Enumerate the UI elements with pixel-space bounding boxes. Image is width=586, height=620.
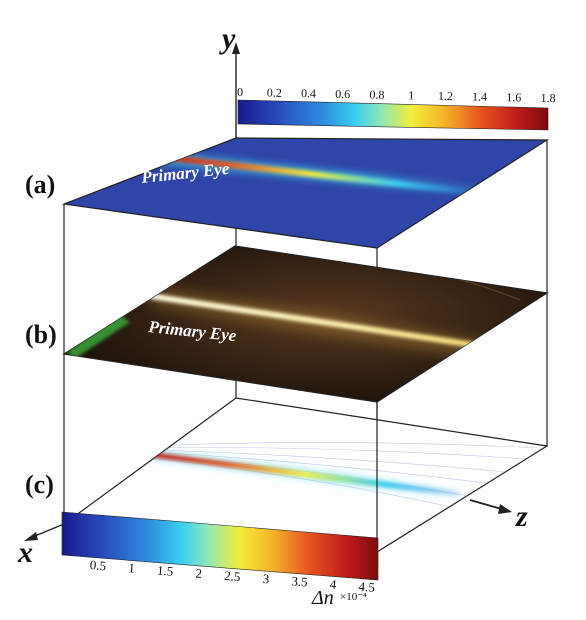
y-axis <box>232 42 240 138</box>
bottom-colorbar <box>61 511 379 581</box>
y-axis-label: y <box>219 22 236 55</box>
top-colorbar-tick: 1 <box>408 88 414 102</box>
x-axis-label: x <box>17 536 33 569</box>
panel-label-a: (a) <box>25 170 55 199</box>
z-axis <box>469 499 512 514</box>
bottom-colorbar-tick: 4.5 <box>358 579 375 595</box>
top-colorbar <box>237 99 549 131</box>
bottom-colorbar-tick: 3.5 <box>291 573 308 589</box>
bottom-colorbar-tick: 1.5 <box>156 562 173 578</box>
top-colorbar-tick: 1.2 <box>438 89 453 103</box>
bottom-colorbar-tick: 2.5 <box>224 568 241 584</box>
bottom-colorbar-tick: 0.5 <box>89 557 106 573</box>
top-colorbar-tick: 0.6 <box>335 87 350 101</box>
plane-a <box>61 137 550 249</box>
x-axis <box>24 523 65 541</box>
top-colorbar-tick: 0.8 <box>369 88 384 102</box>
bottom-colorbar-tick: 1 <box>128 560 136 575</box>
top-colorbar-tick: 1.8 <box>540 91 555 105</box>
delta-n-unit: ×10⁻⁴ <box>340 591 367 603</box>
bottom-colorbar-tick: 4 <box>329 576 337 592</box>
panel-label-c: (c) <box>25 470 54 499</box>
bottom-colorbar-ticks: 0.5 1 1.5 2 2.5 3 3.5 4 4.5 <box>89 557 375 595</box>
top-colorbar-tick: 0 <box>237 85 243 99</box>
top-colorbar-tick: 1.6 <box>506 90 521 104</box>
plane-b <box>62 245 549 403</box>
top-colorbar-tick: 0.4 <box>301 86 316 100</box>
delta-n-label: Δn <box>311 587 334 609</box>
z-axis-label: z <box>515 500 528 533</box>
top-colorbar-ticks: 0 0.2 0.4 0.6 0.8 1 1.2 1.4 1.6 1.8 <box>237 85 556 105</box>
bottom-colorbar-tick: 2 <box>195 566 203 581</box>
bottom-colorbar-unit-label: Δn ×10⁻⁴ <box>311 587 367 609</box>
panel-label-b: (b) <box>25 320 57 349</box>
top-colorbar-tick: 1.4 <box>472 90 487 104</box>
top-colorbar-tick: 0.2 <box>267 86 282 100</box>
bottom-colorbar-tick: 3 <box>262 571 270 586</box>
